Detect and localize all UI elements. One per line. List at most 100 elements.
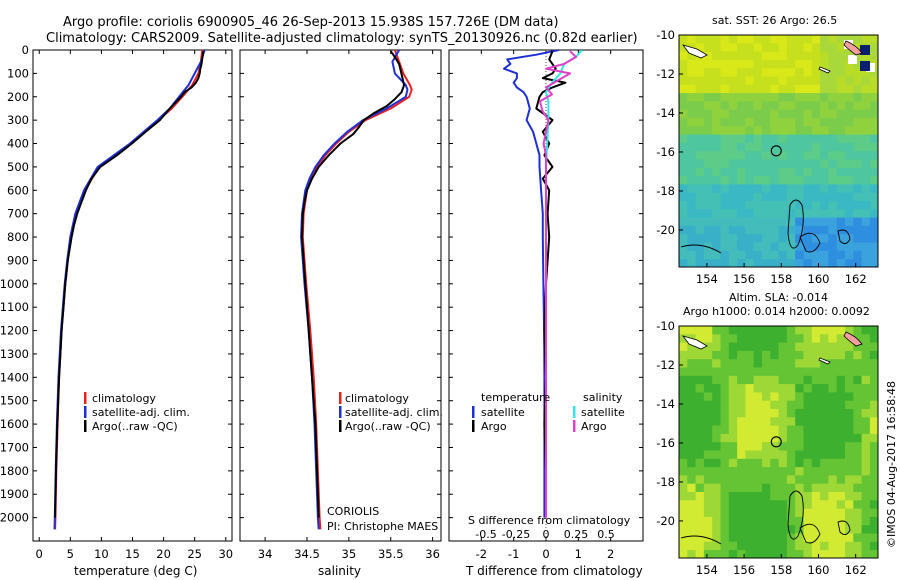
- bathymetry-contour: [799, 523, 821, 544]
- map-cell: [820, 541, 829, 551]
- map-cell: [786, 525, 796, 534]
- map-cell: [803, 467, 813, 476]
- map-cell: [795, 550, 804, 558]
- map-cell: [845, 483, 854, 493]
- map-cell: [778, 259, 788, 267]
- map-cell: [778, 35, 788, 44]
- map-cell: [861, 533, 871, 543]
- map-cell: [712, 541, 721, 551]
- map-cell: [703, 192, 713, 202]
- map-cell: [803, 225, 813, 235]
- map-cell: [845, 259, 854, 267]
- map-cell: [869, 151, 878, 160]
- map-cell: [753, 234, 763, 243]
- map-cell: [720, 359, 730, 368]
- map-cell: [828, 433, 837, 443]
- map-cell: [703, 359, 713, 368]
- map-cell: [720, 334, 730, 343]
- map-cell: [803, 134, 813, 144]
- map-cell: [828, 342, 837, 352]
- map-cell: [795, 142, 804, 152]
- map-cell: [770, 500, 779, 509]
- map-cell: [853, 176, 862, 185]
- map-cell: [712, 59, 721, 69]
- map-cell: [861, 234, 871, 243]
- map-cell: [737, 392, 746, 401]
- map-cell: [762, 342, 771, 352]
- x-tick-label: 2: [607, 547, 614, 561]
- map-cell: [728, 259, 738, 267]
- map-cell: [720, 109, 730, 119]
- map-cell: [745, 483, 754, 493]
- map-cell: [770, 142, 779, 152]
- map-cell: [762, 43, 771, 52]
- map-cell: [853, 126, 862, 135]
- map-cell: [720, 500, 730, 509]
- map-cell: [720, 425, 730, 435]
- map-cell: [861, 525, 871, 534]
- map-cell: [778, 458, 788, 468]
- map-cell: [778, 516, 788, 526]
- difference-legend: temperature salinity satellite Argo sate…: [472, 391, 625, 433]
- map-cell: [861, 118, 871, 127]
- map-cell: [728, 242, 738, 252]
- map-cell: [778, 217, 788, 227]
- x-tick-label: 160: [808, 563, 830, 577]
- map-cell: [795, 384, 804, 393]
- map-cell: [687, 209, 696, 218]
- map-cell: [803, 76, 813, 86]
- map-cell: [778, 43, 788, 52]
- map-cell: [728, 409, 738, 418]
- map-cell: [778, 425, 788, 435]
- map-cell: [762, 118, 771, 127]
- map-cell: [803, 192, 813, 202]
- map-cell: [753, 492, 763, 501]
- map-cell: [679, 350, 688, 360]
- map-cell: [795, 425, 804, 435]
- map-cell: [728, 209, 738, 218]
- map-cell: [811, 475, 821, 484]
- map-cell: [712, 167, 721, 177]
- map-cell: [786, 109, 796, 119]
- map-cell: [770, 126, 779, 135]
- map-cell: [845, 142, 854, 152]
- map-cell: [795, 35, 804, 44]
- map-cell: [828, 334, 837, 343]
- map-cell: [687, 242, 696, 252]
- map-cell: [712, 467, 721, 476]
- map-cell: [803, 442, 813, 451]
- map-cell: [853, 192, 862, 202]
- map-cell: [695, 433, 705, 443]
- map-cell: [703, 68, 713, 77]
- x-tick-label: 10: [94, 547, 109, 561]
- map-cell: [745, 109, 754, 119]
- map-cell: [687, 217, 696, 227]
- map-cell: [811, 442, 821, 451]
- map-cell: [853, 417, 862, 426]
- map-cell: [828, 458, 837, 468]
- map-cell: [753, 167, 763, 177]
- map-cell: [786, 326, 796, 335]
- map-cell: [712, 142, 721, 152]
- map-cell: [828, 384, 837, 393]
- map-cell: [762, 51, 771, 61]
- map-cell: [745, 167, 754, 177]
- map-cell: [820, 43, 829, 52]
- map-cell: [869, 234, 878, 243]
- map-cell: [836, 118, 846, 127]
- x-tick-label: 5: [67, 547, 74, 561]
- map-cell: [853, 76, 862, 86]
- map-cell: [845, 250, 854, 260]
- map-cell: [679, 458, 688, 468]
- map-cell: [720, 184, 730, 193]
- legend-swatch-satellite: [339, 406, 342, 418]
- map-cell: [753, 109, 763, 119]
- map-cell: [845, 59, 854, 69]
- missing-data-cell: [848, 55, 857, 64]
- map-cell: [687, 525, 696, 534]
- map-cell: [712, 450, 721, 460]
- x-tick-label: 35: [342, 547, 357, 561]
- map-cell: [828, 234, 837, 243]
- map-cell: [762, 475, 771, 484]
- map-cell: [687, 176, 696, 185]
